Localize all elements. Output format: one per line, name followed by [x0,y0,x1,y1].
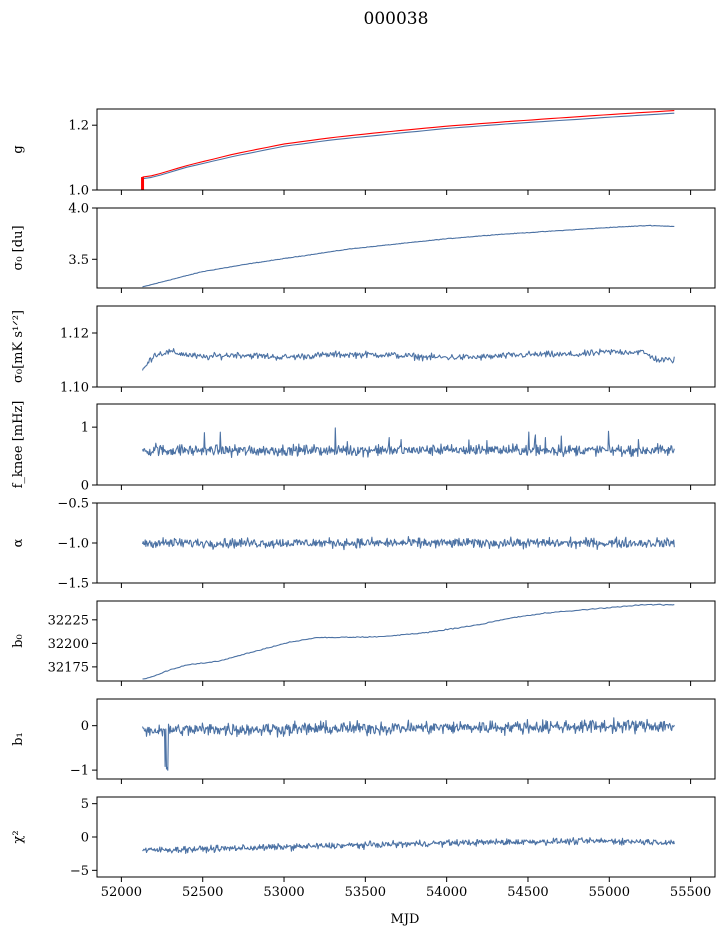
axes-frame [96,108,716,191]
series-line-sigma0_du-0 [142,224,675,288]
y-axis-label: g [11,145,26,153]
panel-sigma0_mK: 1.10 1.12 σ₀[mK s¹ᐟ²] [11,305,716,396]
x-tick-label: 53500 [345,885,386,900]
x-tick-label: 52000 [101,885,142,900]
panel-b0: 32175 32200 32225 b₀ [11,600,716,686]
y-tick-label: 0 [81,719,89,734]
y-tick-label: 5 [81,797,89,812]
panel-sigma0_du: 3.5 4.0 σ₀ [du] [11,202,716,293]
y-tick-label: −5 [70,864,89,879]
axes-frame [96,305,716,388]
series-line-b0-0 [142,603,675,680]
x-tick-label: 55000 [589,885,630,900]
series-line-g-1 [142,110,675,178]
axes-frame [96,207,716,289]
y-axis-label: f_knee [mHz] [11,401,26,489]
x-axis-label: MJD [391,912,420,927]
y-axis-label: b₀ [11,634,26,648]
y-axis-label: α [11,538,26,547]
series-line-alpha-0 [141,536,675,551]
y-tick-label: 32200 [48,637,89,652]
panel-b1: −1 0 b₁ [11,698,716,784]
series-line-b1-0 [141,717,675,771]
y-tick-label: 1.0 [68,184,89,199]
axes-frame [96,796,716,878]
x-tick-label: 54000 [426,885,467,900]
series-line-sigma0_mK-0 [141,348,675,371]
y-tick-label: −1.5 [57,577,89,592]
panels: 1.0 1.2 g 3.5 4.0 σ₀ [du] 1.10 1.12 σ₀[mK s¹ᐟ²] 0… [11,108,716,900]
series-line-fknee-0 [141,427,675,459]
panel-fknee: 0 1 f_knee [mHz] [11,401,716,494]
figure-title: 000038 [364,9,429,29]
axes-frame [96,698,716,780]
y-tick-label: 0 [81,831,89,846]
axes-frame [96,403,716,486]
y-tick-label: −1 [70,764,89,779]
series-line-g-0 [142,112,675,180]
y-tick-label: 0 [81,479,89,494]
y-axis-label: σ₀[mK s¹ᐟ²] [11,310,26,383]
x-tick-label: 55500 [670,885,711,900]
y-tick-label: 1.12 [60,327,89,342]
panel-g: 1.0 1.2 g [11,108,716,199]
y-tick-label: 32225 [48,613,89,628]
axes-frame [96,600,716,682]
y-tick-label: −0.5 [57,497,89,512]
x-tick-label: 53000 [263,885,304,900]
panel-alpha: −1.5 −1.0 −0.5 α [11,497,716,592]
y-tick-label: −1.0 [57,537,89,552]
y-tick-label: 1.10 [60,381,89,396]
x-tick-label: 52500 [182,885,223,900]
y-tick-label: 3.5 [68,253,89,268]
y-tick-label: 1 [81,421,89,436]
y-axis-label: χ² [11,830,26,843]
y-axis-label: b₁ [11,732,26,746]
x-tick-label: 54500 [507,885,548,900]
series-line-chi2-0 [142,837,675,854]
panel-chi2: −5 0 5 52000 52500 53000 53500 54000 54500 55000 5… [11,796,716,900]
y-tick-label: 32175 [48,660,89,675]
y-tick-label: 1.2 [68,119,89,134]
y-axis-label: σ₀ [du] [11,225,26,270]
y-tick-label: 4.0 [68,202,89,217]
